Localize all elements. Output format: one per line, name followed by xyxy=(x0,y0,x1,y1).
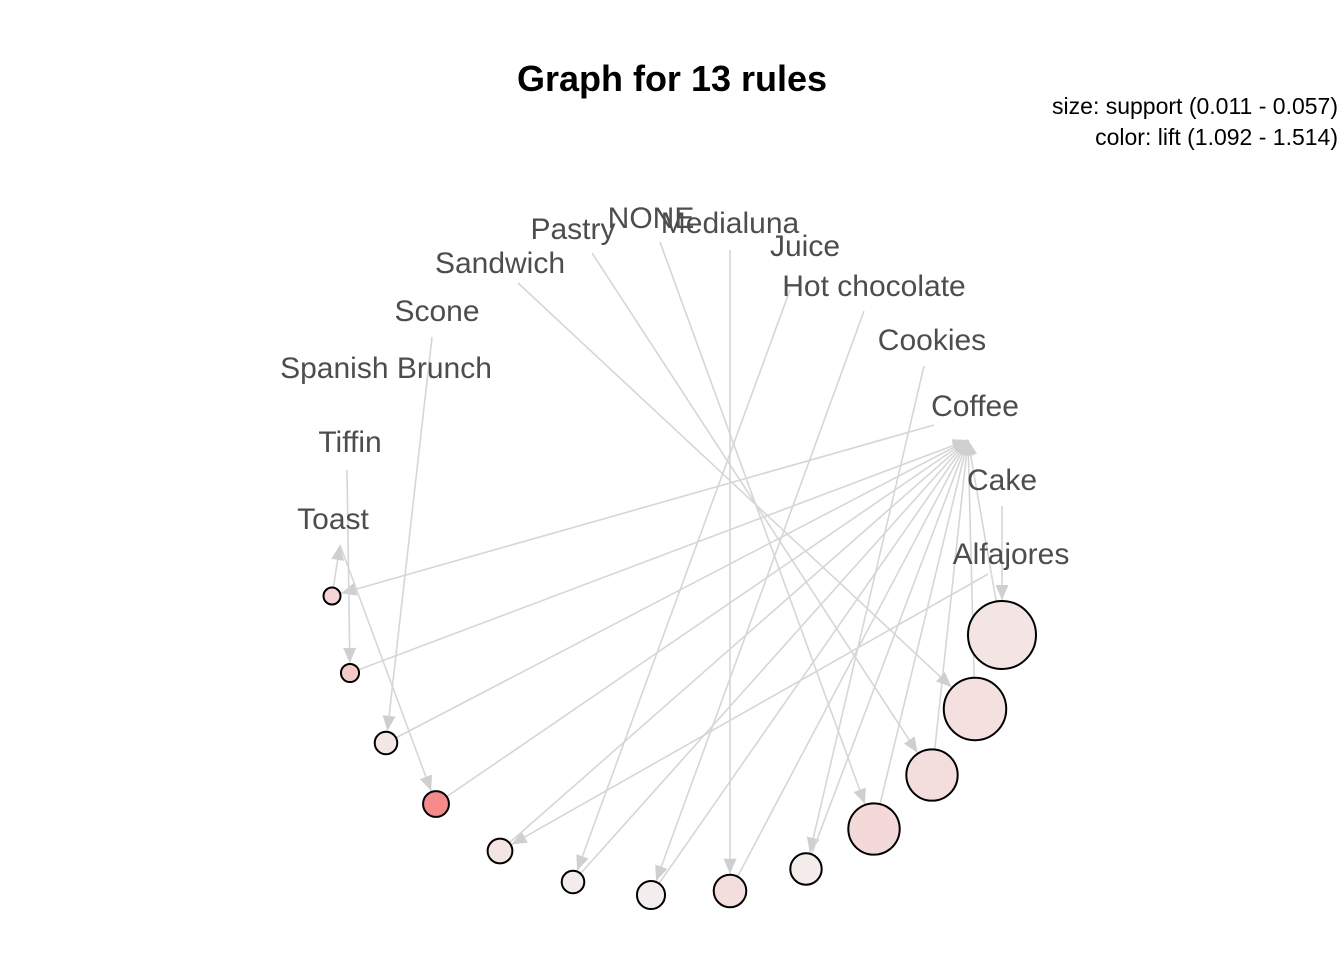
edge-juice-to-rule-6-line xyxy=(576,289,791,871)
edge-hot-chocolate-to-rule-7-line xyxy=(655,310,865,882)
edge-scone-to-rule-3-arrow xyxy=(382,715,396,731)
rule-node-13 xyxy=(967,600,1037,670)
item-label-pastry: Pastry xyxy=(530,213,615,246)
edge-sandwich-to-rule-12-arrow xyxy=(936,672,952,688)
legend-size: size: support (0.011 - 0.057) xyxy=(1052,93,1338,119)
rule-node-6 xyxy=(560,869,586,895)
item-label-scone: Scone xyxy=(394,295,479,328)
rule-node-3 xyxy=(373,730,399,756)
edge-rule-5-to-coffee-line xyxy=(499,439,969,852)
item-label-cake: Cake xyxy=(967,464,1037,497)
edge-rule-7-to-coffee-line xyxy=(650,439,969,896)
item-label-spanish-brunch: Spanish Brunch xyxy=(280,352,492,385)
edge-sandwich-to-rule-12-line xyxy=(517,282,952,688)
item-label-hot-chocolate: Hot chocolate xyxy=(782,270,965,303)
item-label-toast: Toast xyxy=(297,503,369,536)
edge-layer xyxy=(331,241,1009,896)
edge-rule-3-to-coffee-line xyxy=(385,439,969,744)
rule-node-7 xyxy=(635,879,667,911)
edge-rule-10-to-coffee-line xyxy=(873,439,969,830)
edge-cake-to-rule-13-arrow xyxy=(995,585,1009,600)
item-label-medialuna: Medialuna xyxy=(661,207,800,240)
item-label-cookies: Cookies xyxy=(878,324,986,357)
rule-node-5 xyxy=(486,837,514,865)
legend-color: color: lift (1.092 - 1.514) xyxy=(1095,124,1338,150)
edge-pastry-to-rule-11-arrow xyxy=(903,736,918,753)
edge-scone-to-rule-3-line xyxy=(386,336,433,731)
rule-node-1 xyxy=(322,586,342,606)
rule-node-layer xyxy=(322,586,1037,911)
rule-node-12 xyxy=(942,676,1008,742)
edge-rule-11-to-coffee-line xyxy=(931,439,969,776)
edge-hot-chocolate-to-rule-7-arrow xyxy=(655,864,668,881)
edge-toast-to-rule-4-arrow xyxy=(419,774,433,791)
edge-cookies-to-rule-9-line xyxy=(809,365,925,853)
item-label-none: NONE xyxy=(608,202,695,235)
edge-rule-6-to-coffee-line xyxy=(572,439,969,883)
item-label-sandwich: Sandwich xyxy=(435,247,565,280)
edge-none-to-rule-10-arrow xyxy=(853,787,866,804)
edge-juice-to-rule-6-arrow xyxy=(576,854,589,871)
item-label-tiffin: Tiffin xyxy=(318,426,381,459)
edge-rule-8-to-coffee-line xyxy=(729,439,969,892)
rule-node-2 xyxy=(339,662,361,684)
rule-node-4 xyxy=(422,790,450,818)
rule-node-11 xyxy=(905,748,959,802)
rule-node-8 xyxy=(712,873,748,909)
edge-rule-9-to-coffee-line xyxy=(805,439,969,870)
edge-none-to-rule-10-line xyxy=(659,241,866,805)
edge-medialuna-to-rule-8-arrow xyxy=(723,858,737,874)
edge-rule-4-to-coffee-line xyxy=(435,439,969,805)
edge-rule-2-to-coffee-line xyxy=(349,439,969,674)
edge-coffee-to-rule-1-line xyxy=(340,424,935,595)
item-label-juice: Juice xyxy=(770,230,840,263)
edge-alfajores-to-rule-5-arrow xyxy=(511,831,528,845)
edge-rule-13-to-coffee-arrow xyxy=(964,440,977,456)
edge-toast-to-rule-4-line xyxy=(339,544,432,792)
item-label-alfajores: Alfajores xyxy=(953,538,1070,571)
item-label-coffee: Coffee xyxy=(931,390,1019,423)
chart-title: Graph for 13 rules xyxy=(517,58,827,99)
edge-rule-12-to-coffee-line xyxy=(967,439,976,710)
rule-node-9 xyxy=(789,852,823,886)
edge-tiffin-to-rule-2-arrow xyxy=(343,647,357,663)
rule-node-10 xyxy=(847,802,901,856)
edge-alfajores-to-rule-5-line xyxy=(511,573,989,846)
